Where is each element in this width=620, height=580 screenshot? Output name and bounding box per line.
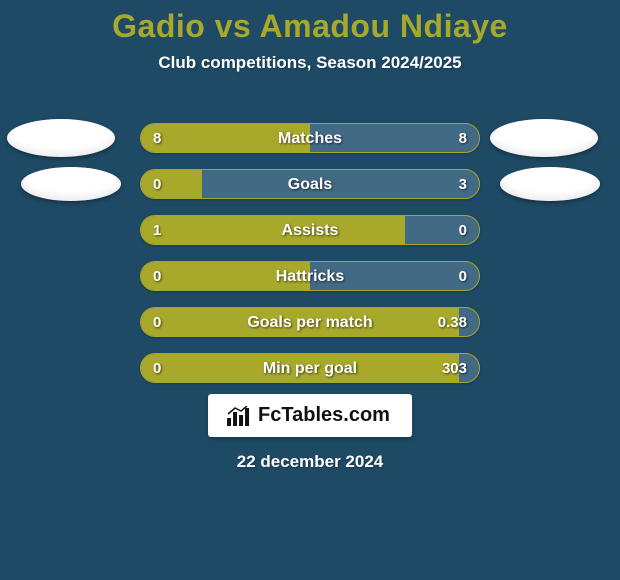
chart-icon	[226, 406, 250, 426]
stat-bar-fill-right	[459, 308, 479, 336]
player-left-marker	[21, 167, 121, 201]
stat-bar-fill-right	[459, 354, 479, 382]
player-right-marker	[500, 167, 600, 201]
stat-bar: 03Goals	[140, 169, 480, 199]
stat-bar-fill-left	[141, 308, 459, 336]
stat-row: 0303Min per goal	[0, 345, 620, 391]
stat-row: 00.38Goals per match	[0, 299, 620, 345]
stat-bar-fill-left	[141, 354, 459, 382]
stat-row: 03Goals	[0, 161, 620, 207]
stat-row: 00Hattricks	[0, 253, 620, 299]
stat-bar-fill-left	[141, 124, 310, 152]
stat-bar-fill-left	[141, 216, 405, 244]
stat-bar-fill-left	[141, 262, 310, 290]
page-title: Gadio vs Amadou Ndiaye	[0, 0, 620, 45]
player-left-marker	[7, 119, 115, 157]
source-badge: FcTables.com	[208, 394, 412, 437]
snapshot-date: 22 december 2024	[0, 452, 620, 472]
stat-bar-fill-left	[141, 170, 202, 198]
subtitle: Club competitions, Season 2024/2025	[0, 53, 620, 73]
stat-bar: 88Matches	[140, 123, 480, 153]
stat-bar: 00Hattricks	[140, 261, 480, 291]
stat-bar: 10Assists	[140, 215, 480, 245]
comparison-chart: 88Matches 03Goals 10Assists 00Hattricks 00.3…	[0, 115, 620, 391]
stat-row: 10Assists	[0, 207, 620, 253]
stat-bar-fill-right	[310, 262, 479, 290]
stat-bar: 00.38Goals per match	[140, 307, 480, 337]
source-badge-text: FcTables.com	[258, 404, 390, 427]
stat-bar-fill-right	[202, 170, 479, 198]
stat-bar-fill-right	[310, 124, 479, 152]
stat-bar: 0303Min per goal	[140, 353, 480, 383]
stat-bar-fill-right	[405, 216, 479, 244]
stat-row: 88Matches	[0, 115, 620, 161]
player-right-marker	[490, 119, 598, 157]
